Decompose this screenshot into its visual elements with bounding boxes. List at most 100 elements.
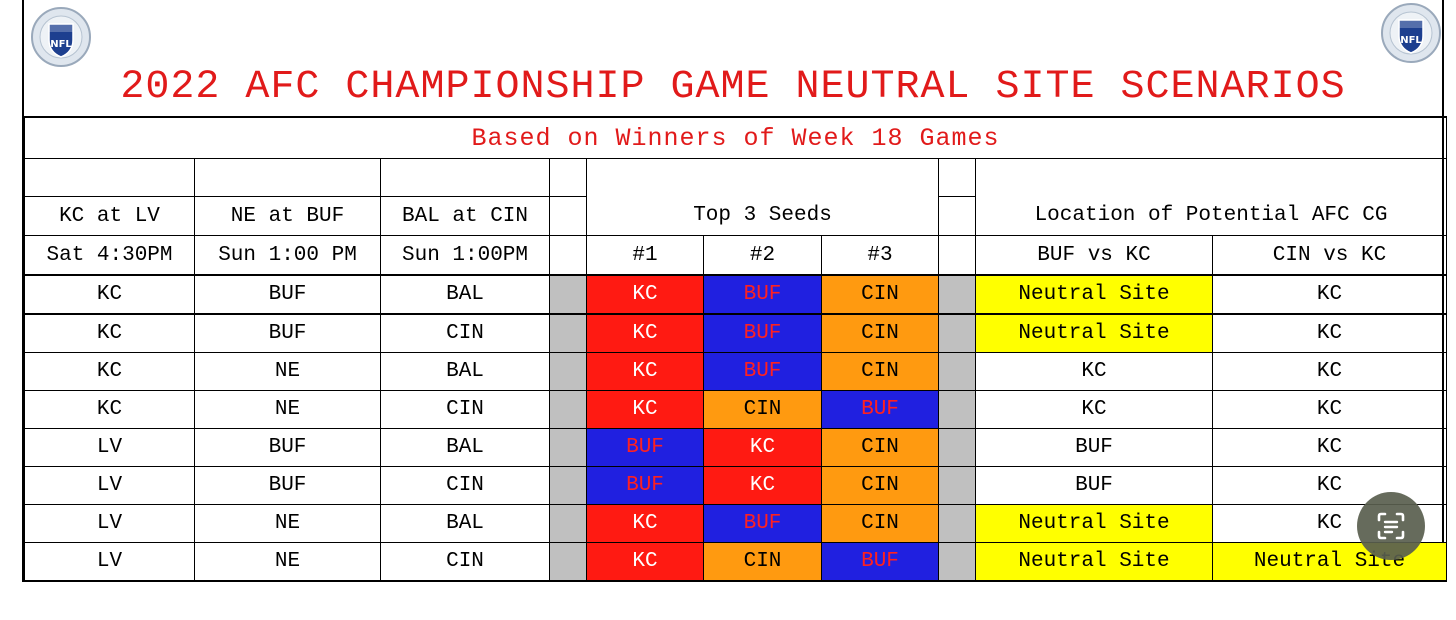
game1-winner: LV xyxy=(24,466,195,505)
game2-winner: BUF xyxy=(194,428,381,467)
game1-winner: LV xyxy=(24,542,195,582)
subheader-row: Sat 4:30PM Sun 1:00 PM Sun 1:00PM #1 #2 … xyxy=(24,235,1448,276)
seed3-cell: CIN xyxy=(821,428,939,467)
nfl-logo-left: NFL xyxy=(31,7,91,67)
time-game1: Sat 4:30PM xyxy=(24,235,195,276)
location-cin-kc-cell: KC xyxy=(1211,313,1448,353)
separator-cell xyxy=(549,428,587,467)
seed3-cell: BUF xyxy=(821,390,939,429)
seed2-cell: BUF xyxy=(703,313,822,353)
table-row: KC NE CIN KC CIN BUF KC KC xyxy=(24,390,1448,429)
game2-winner: BUF xyxy=(194,274,381,315)
separator-cell xyxy=(549,274,587,315)
location-cin-kc-cell: KC xyxy=(1211,352,1448,391)
seed3-cell: CIN xyxy=(821,352,939,391)
scenario-rows: KC BUF BAL KC BUF CIN Neutral Site KC KC BUF CIN KC… xyxy=(24,274,1448,582)
game2-winner: NE xyxy=(194,390,381,429)
game1-winner: LV xyxy=(24,504,195,543)
separator-cell xyxy=(938,313,976,353)
game3-winner: BAL xyxy=(380,274,550,315)
game3-winner: CIN xyxy=(380,390,550,429)
game2-winner: NE xyxy=(194,504,381,543)
seed1-cell: KC xyxy=(586,274,704,315)
game1-winner: LV xyxy=(24,428,195,467)
header-row: KC at LV NE at BUF BAL at CIN Top 3 Seed… xyxy=(24,196,1448,236)
seed2-cell: BUF xyxy=(703,504,822,543)
seed2-cell: CIN xyxy=(703,542,822,582)
seed3-cell: CIN xyxy=(821,313,939,353)
location-cin-kc-cell: KC xyxy=(1211,274,1448,315)
seed1-cell: KC xyxy=(586,542,704,582)
header-location: Location of Potential AFC CG xyxy=(974,196,1448,236)
game1-winner: KC xyxy=(24,274,195,315)
seed2-cell: BUF xyxy=(703,274,822,315)
game1-winner: KC xyxy=(24,313,195,353)
separator-cell xyxy=(938,542,976,582)
page-title: 2022 AFC CHAMPIONSHIP GAME NEUTRAL SITE … xyxy=(120,65,1346,110)
seed3-header: #3 xyxy=(821,235,939,276)
seed3-cell: CIN xyxy=(821,466,939,505)
seed1-cell: BUF xyxy=(586,428,704,467)
seed3-cell: CIN xyxy=(821,504,939,543)
scenarios-table: Based on Winners of Week 18 Games KC at … xyxy=(23,116,1448,582)
time-game3: Sun 1:00PM xyxy=(380,235,550,276)
location-buf-kc-cell: Neutral Site xyxy=(975,274,1213,315)
header-game2: NE at BUF xyxy=(194,196,381,236)
game2-winner: BUF xyxy=(194,313,381,353)
separator-cell xyxy=(549,313,587,353)
game2-winner: NE xyxy=(194,542,381,582)
seed2-cell: CIN xyxy=(703,390,822,429)
logo-left-text: NFL xyxy=(50,39,72,50)
separator-cell xyxy=(549,390,587,429)
table-row: LV BUF CIN BUF KC CIN BUF KC xyxy=(24,466,1448,505)
separator-cell xyxy=(549,542,587,582)
seed1-cell: KC xyxy=(586,504,704,543)
game2-winner: BUF xyxy=(194,466,381,505)
logo-right-text: NFL xyxy=(1400,35,1422,46)
game3-winner: BAL xyxy=(380,428,550,467)
blank-row xyxy=(24,158,1448,197)
separator-cell xyxy=(549,504,587,543)
location-buf-kc-cell: BUF xyxy=(975,466,1213,505)
separator-cell xyxy=(938,466,976,505)
seed2-cell: BUF xyxy=(703,352,822,391)
header-game3: BAL at CIN xyxy=(380,196,550,236)
location-buf-kc-cell: BUF xyxy=(975,428,1213,467)
matchup2-header: CIN vs KC xyxy=(1211,235,1448,276)
spreadsheet: NFL NFL 2022 AFC CHAMPIONSHIP GAME NEUTR… xyxy=(22,0,1448,582)
location-buf-kc-cell: KC xyxy=(975,390,1213,429)
visual-lookup-button[interactable] xyxy=(1357,492,1425,560)
location-cin-kc-cell: KC xyxy=(1211,428,1448,467)
seed1-cell: KC xyxy=(586,390,704,429)
location-buf-kc-cell: Neutral Site xyxy=(975,504,1213,543)
game2-winner: NE xyxy=(194,352,381,391)
game3-winner: CIN xyxy=(380,466,550,505)
separator-cell xyxy=(938,352,976,391)
separator-cell xyxy=(549,352,587,391)
table-row: LV NE CIN KC CIN BUF Neutral Site Neutral Site xyxy=(24,542,1448,582)
separator-cell xyxy=(938,390,976,429)
table-row: KC NE BAL KC BUF CIN KC KC xyxy=(24,352,1448,391)
matchup1-header: BUF vs KC xyxy=(975,235,1213,276)
game1-winner: KC xyxy=(24,352,195,391)
table-row: KC BUF BAL KC BUF CIN Neutral Site KC xyxy=(24,274,1448,315)
game3-winner: CIN xyxy=(380,313,550,353)
location-cin-kc-cell: KC xyxy=(1211,390,1448,429)
table-row: LV BUF BAL BUF KC CIN BUF KC xyxy=(24,428,1448,467)
separator-cell xyxy=(549,466,587,505)
table-row: LV NE BAL KC BUF CIN Neutral Site KC xyxy=(24,504,1448,543)
separator-cell xyxy=(938,274,976,315)
nfl-logo-right: NFL xyxy=(1381,3,1441,63)
seed1-cell: KC xyxy=(586,352,704,391)
separator-cell xyxy=(938,428,976,467)
location-buf-kc-cell: KC xyxy=(975,352,1213,391)
location-buf-kc-cell: Neutral Site xyxy=(975,313,1213,353)
table-row: KC BUF CIN KC BUF CIN Neutral Site KC xyxy=(24,313,1448,353)
seed1-header: #1 xyxy=(586,235,704,276)
subtitle: Based on Winners of Week 18 Games xyxy=(23,116,1448,159)
visual-lookup-icon xyxy=(1377,512,1405,540)
separator-cell xyxy=(938,504,976,543)
seed2-cell: KC xyxy=(703,428,822,467)
seed2-header: #2 xyxy=(703,235,822,276)
game1-winner: KC xyxy=(24,390,195,429)
